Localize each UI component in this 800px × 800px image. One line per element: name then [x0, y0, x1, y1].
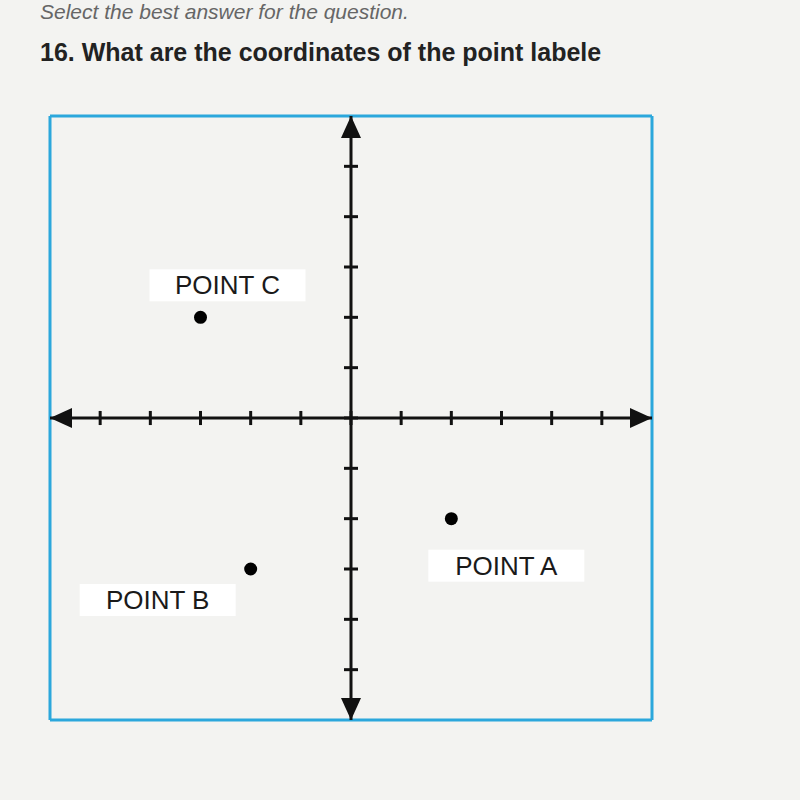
svg-text:POINT C: POINT C [175, 270, 280, 300]
html-text:16. What are the coordinates o: 16. What are the coordinates of the poin… [40, 38, 602, 66]
svg-text:POINT A: POINT A [455, 551, 558, 581]
html-text:Select the best answer for the: Select the best answer for the question. [40, 0, 409, 23]
svg-text:POINT B: POINT B [106, 585, 210, 615]
